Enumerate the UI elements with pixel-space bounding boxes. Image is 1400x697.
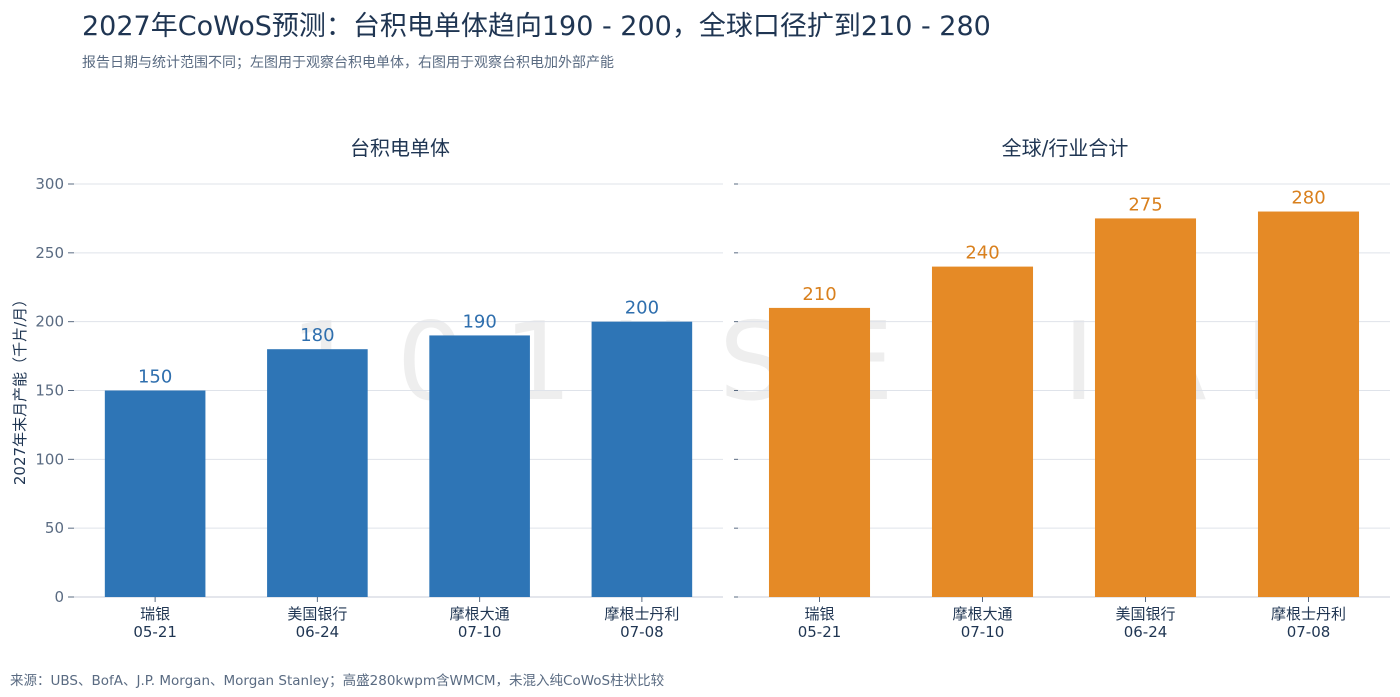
bar-value-label: 210	[802, 284, 836, 305]
x-tick-label: 瑞银	[140, 605, 170, 623]
panel-title-1: 台积电单体	[350, 136, 450, 160]
bar	[1257, 211, 1360, 598]
bar-value-label: 275	[1128, 194, 1162, 215]
x-tick-date: 06-24	[1124, 623, 1168, 641]
x-tick-date: 07-10	[961, 623, 1005, 641]
bar	[267, 349, 368, 597]
y-tick-label: 250	[35, 244, 64, 262]
y-tick-label: 200	[35, 313, 64, 331]
bar	[768, 307, 871, 597]
panel-title-2: 全球/行业合计	[1002, 136, 1129, 160]
y-tick-label: 150	[35, 382, 64, 400]
bar	[429, 335, 530, 597]
x-tick-date: 07-08	[1287, 623, 1331, 641]
x-tick-date: 05-21	[133, 623, 177, 641]
page-title: 2027年CoWoS预测：台积电单体趋向190 - 200，全球口径扩到210 …	[82, 11, 991, 42]
x-tick-date: 07-10	[458, 623, 502, 641]
page-subtitle: 报告日期与统计范围不同；左图用于观察台积电单体，右图用于观察台积电加外部产能	[82, 55, 614, 71]
y-tick-label: 0	[54, 588, 64, 606]
bar	[1094, 218, 1197, 597]
y-axis-label: 2027年末月产能（千片/月）	[11, 292, 29, 485]
y-tick-label: 100	[35, 450, 64, 468]
x-tick-date: 06-24	[296, 623, 340, 641]
bar-value-label: 150	[138, 367, 172, 388]
source-footnote: 来源：UBS、BofA、J.P. Morgan、Morgan Stanley；高…	[10, 673, 665, 689]
bar-value-label: 180	[300, 325, 334, 346]
x-tick-label: 摩根大通	[952, 605, 1012, 623]
x-tick-label: 摩根大通	[450, 605, 510, 623]
bar-value-label: 240	[965, 243, 999, 264]
x-tick-date: 05-21	[798, 623, 842, 641]
y-tick-label: 300	[35, 175, 64, 193]
bar-value-label: 280	[1291, 188, 1325, 209]
bar-value-label: 200	[625, 298, 659, 319]
x-tick-label: 美国银行	[287, 605, 347, 623]
x-tick-label: 摩根士丹利	[604, 605, 679, 623]
x-tick-label: 美国银行	[1115, 605, 1175, 623]
x-tick-label: 摩根士丹利	[1271, 605, 1346, 623]
y-tick-label: 50	[45, 519, 64, 537]
bar	[931, 266, 1034, 597]
bar	[104, 390, 206, 597]
x-tick-label: 瑞银	[804, 605, 834, 623]
x-tick-date: 07-08	[620, 623, 664, 641]
bar	[591, 321, 693, 597]
bar-value-label: 190	[462, 311, 496, 332]
